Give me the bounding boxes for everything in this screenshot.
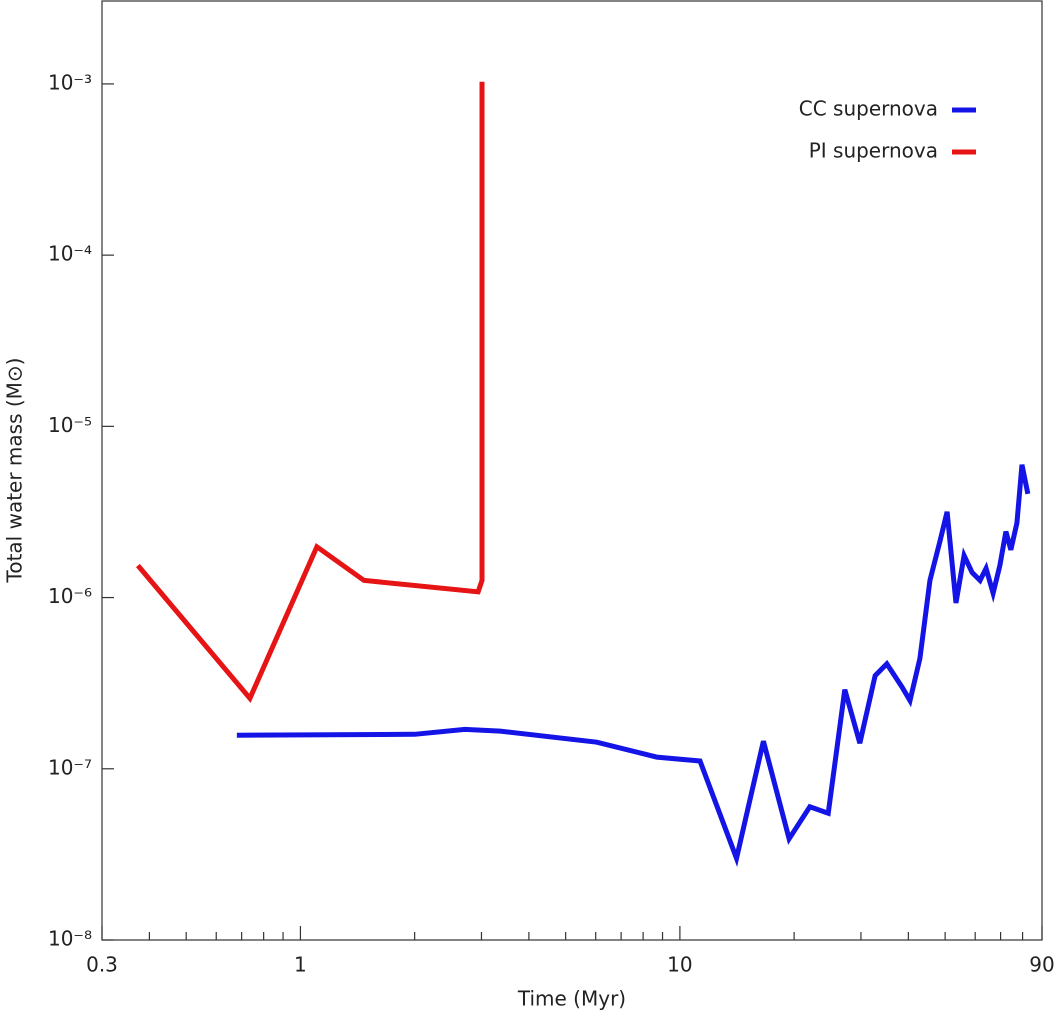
series-line bbox=[236, 464, 1031, 867]
x-tick-label: 90 bbox=[1029, 953, 1054, 977]
plot-frame bbox=[101, 0, 1043, 941]
x-tick-label: 1 bbox=[294, 953, 307, 977]
y-tick-label: 10⁻³ bbox=[48, 70, 92, 94]
y-tick-label: 10⁻⁴ bbox=[48, 242, 92, 266]
y-tick-label: 10⁻⁷ bbox=[48, 755, 92, 779]
y-axis-label: Total water mass (M⊙) bbox=[3, 358, 27, 584]
legend-label: CC supernova bbox=[799, 97, 938, 121]
x-tick-label: 0.3 bbox=[86, 953, 118, 977]
y-tick-label: 10⁻⁵ bbox=[48, 413, 92, 437]
x-axis-label: Time (Myr) bbox=[517, 987, 626, 1011]
y-tick-label: 10⁻⁸ bbox=[48, 927, 92, 951]
y-tick-label: 10⁻⁶ bbox=[48, 584, 92, 608]
series-line bbox=[135, 81, 485, 703]
x-tick-label: 10 bbox=[667, 953, 692, 977]
legend-label: PI supernova bbox=[809, 139, 938, 163]
